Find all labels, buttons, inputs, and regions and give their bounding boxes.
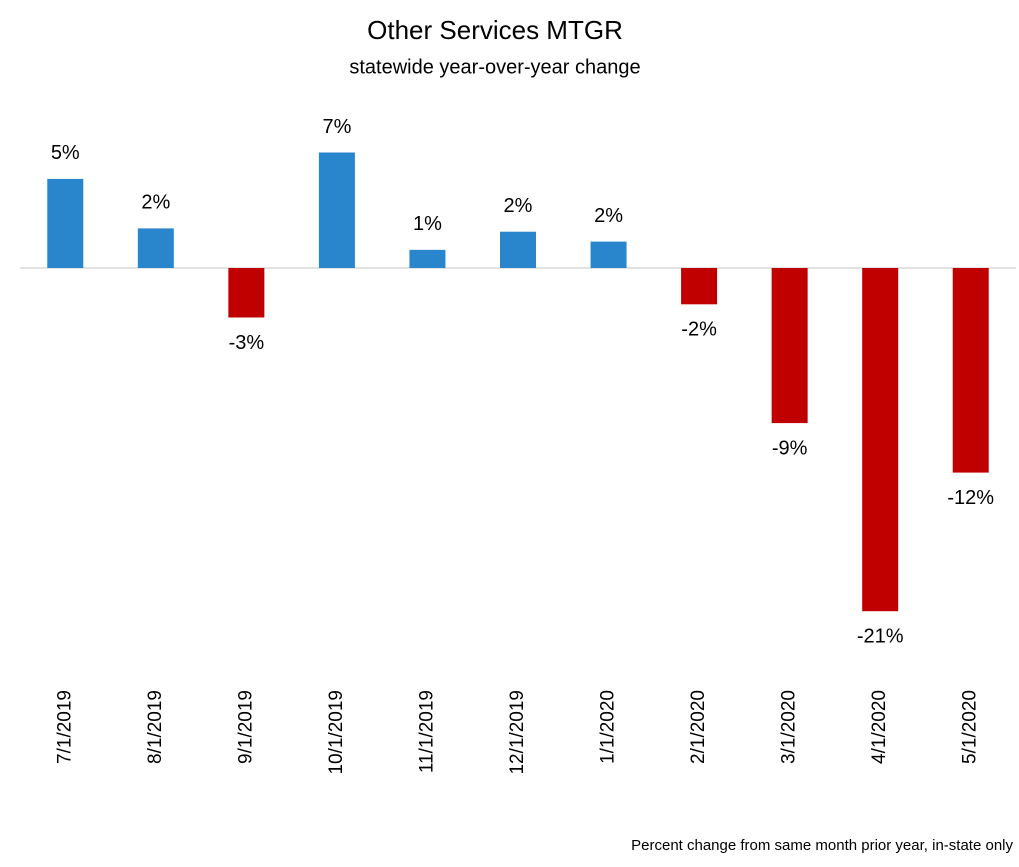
x-tick-label: 1/1/2020 bbox=[598, 690, 619, 764]
bar bbox=[47, 178, 84, 268]
x-tick-label: 2/1/2020 bbox=[688, 690, 709, 764]
data-label: -2% bbox=[681, 319, 717, 341]
data-label: 2% bbox=[504, 195, 533, 217]
data-label: -3% bbox=[229, 332, 265, 354]
bar bbox=[952, 268, 989, 473]
x-tick-label: 10/1/2019 bbox=[326, 690, 347, 775]
x-tick-label: 11/1/2019 bbox=[416, 690, 437, 773]
x-tick-label: 7/1/2019 bbox=[54, 690, 75, 764]
bar bbox=[862, 268, 899, 612]
chart-title: Other Services MTGR bbox=[367, 15, 623, 45]
data-label: 2% bbox=[594, 205, 623, 227]
data-label: -9% bbox=[772, 437, 808, 459]
footnote: Percent change from same month prior yea… bbox=[631, 837, 1013, 854]
x-tick-label: 8/1/2019 bbox=[145, 690, 166, 764]
x-tick-label: 5/1/2020 bbox=[960, 690, 981, 764]
data-label: 2% bbox=[141, 192, 170, 214]
bar bbox=[409, 249, 446, 268]
x-tick-label: 9/1/2019 bbox=[235, 690, 256, 764]
chart-subtitle: statewide year-over-year change bbox=[349, 56, 640, 78]
x-tick-label: 3/1/2020 bbox=[779, 690, 800, 764]
bar bbox=[771, 268, 808, 424]
data-label: 7% bbox=[322, 116, 351, 138]
bar bbox=[681, 268, 718, 305]
data-label: -12% bbox=[947, 487, 994, 509]
x-tick-label: 12/1/2019 bbox=[507, 690, 528, 775]
data-label: -21% bbox=[857, 625, 904, 647]
bar bbox=[137, 228, 174, 268]
data-label: 5% bbox=[51, 142, 80, 164]
x-tick-label: 4/1/2020 bbox=[869, 690, 890, 764]
data-label: 1% bbox=[413, 213, 442, 235]
bar bbox=[590, 241, 627, 268]
bar bbox=[500, 231, 536, 268]
bar bbox=[228, 268, 265, 318]
bar bbox=[318, 152, 355, 268]
